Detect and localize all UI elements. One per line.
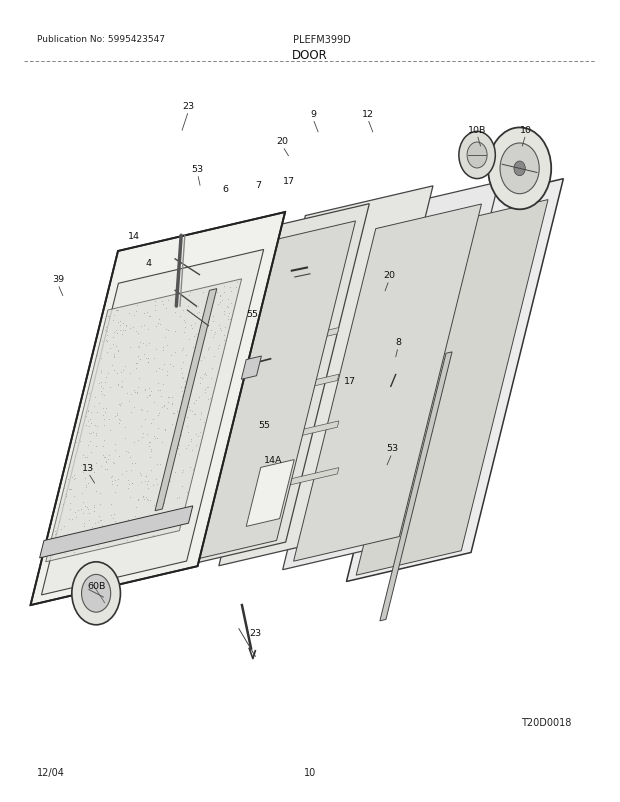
Polygon shape [246,460,294,527]
Text: DOOR: DOOR [292,49,328,62]
Polygon shape [155,290,217,511]
Text: 12/04: 12/04 [37,767,64,776]
Text: 55: 55 [246,310,259,319]
Text: PLEFM399D: PLEFM399D [293,34,351,45]
Text: 55: 55 [259,420,270,429]
Text: 39: 39 [52,274,64,284]
Text: 13: 13 [82,464,94,472]
Text: 14A: 14A [264,456,283,464]
Text: 4: 4 [146,259,152,268]
Polygon shape [241,357,262,380]
Polygon shape [283,183,498,570]
Text: 20: 20 [383,271,395,280]
Polygon shape [30,213,285,606]
Polygon shape [167,205,370,570]
Circle shape [467,143,487,168]
Circle shape [82,575,111,613]
Polygon shape [228,375,339,407]
Polygon shape [176,221,355,564]
Text: 6: 6 [222,184,228,193]
Polygon shape [46,279,242,562]
Polygon shape [356,200,548,576]
Polygon shape [228,328,339,360]
Circle shape [72,562,120,625]
Polygon shape [228,421,339,453]
Polygon shape [40,506,193,558]
Text: 17: 17 [283,176,294,185]
Text: 17: 17 [343,377,355,386]
Text: 9: 9 [310,110,316,119]
Circle shape [500,144,539,194]
Text: 10B: 10B [468,125,486,135]
Polygon shape [219,187,433,566]
Polygon shape [380,352,452,621]
Polygon shape [228,282,339,314]
Text: 12: 12 [361,110,374,119]
Polygon shape [228,468,339,500]
Text: 10: 10 [520,125,532,135]
Text: 10: 10 [304,767,316,776]
Circle shape [514,162,525,176]
Text: 53: 53 [192,164,203,174]
Circle shape [488,128,551,210]
Text: 60B: 60B [87,581,105,590]
Circle shape [459,132,495,180]
Text: 8: 8 [395,338,401,346]
Text: 20: 20 [277,137,289,146]
Polygon shape [42,250,264,595]
Text: 14: 14 [128,232,140,241]
Polygon shape [294,205,482,561]
Text: 23: 23 [249,628,262,638]
Text: 23: 23 [182,102,195,111]
Text: 7: 7 [255,180,262,189]
Text: 53: 53 [386,444,398,452]
Polygon shape [347,180,564,581]
Text: T20D0018: T20D0018 [521,717,571,727]
Text: Publication No: 5995423547: Publication No: 5995423547 [37,34,164,44]
